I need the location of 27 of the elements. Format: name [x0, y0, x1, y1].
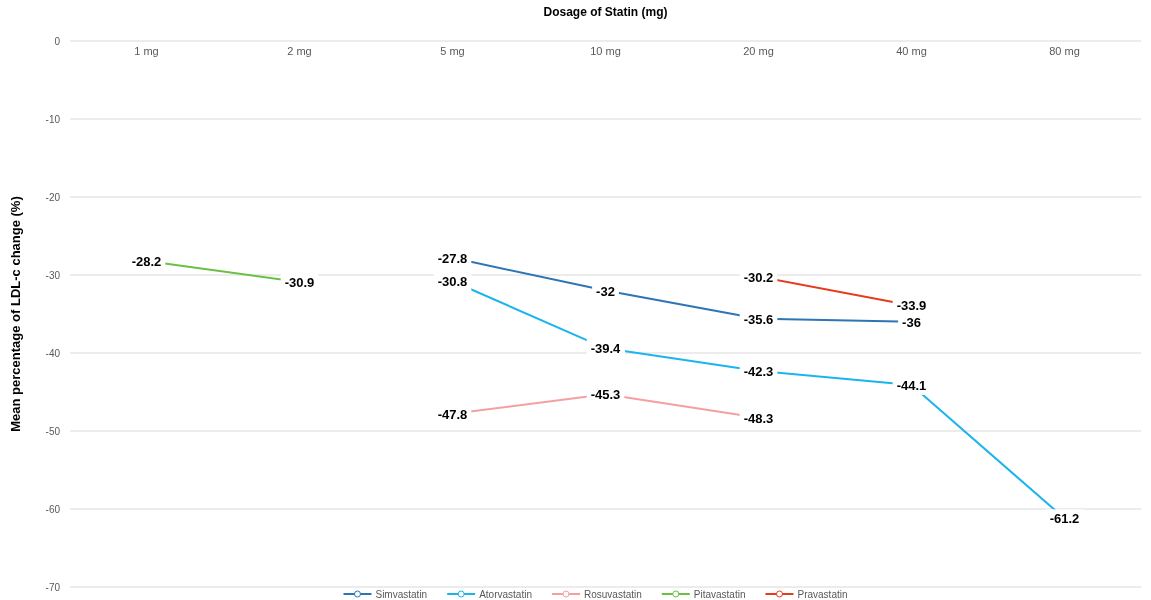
x-tick-label: 20 mg: [743, 45, 774, 57]
x-tick-label: 80 mg: [1049, 45, 1080, 57]
x-axis-title: Dosage of Statin (mg): [543, 5, 668, 19]
legend-label: Simvastatin: [375, 588, 428, 600]
legend-label: Rosuvastatin: [583, 588, 642, 600]
data-label: -36: [902, 314, 921, 330]
y-tick-label: 0: [54, 35, 61, 47]
y-tick-label: -30: [45, 269, 61, 281]
x-tick-label: 10 mg: [590, 45, 621, 57]
data-label: -32: [596, 283, 615, 299]
y-tick-label: -40: [45, 347, 61, 359]
x-tick-label: 1 mg: [134, 45, 159, 57]
x-tick-label: 40 mg: [896, 45, 927, 57]
y-axis-title: Mean percentage of LDL-c change (%): [8, 196, 23, 432]
x-tick-label: 2 mg: [287, 45, 312, 57]
y-tick-label: -10: [45, 113, 61, 125]
y-tick-label: -20: [45, 191, 61, 203]
data-label: -28.2: [131, 253, 162, 269]
legend-label: Atorvastatin: [479, 588, 532, 600]
x-tick-label: 5 mg: [440, 45, 465, 57]
data-label: -47.8: [437, 406, 468, 422]
legend-label: Pravastatin: [797, 588, 848, 600]
legend-label: Pitavastatin: [693, 588, 746, 600]
y-tick-label: -60: [45, 503, 61, 515]
data-label: -48.3: [743, 410, 774, 426]
y-tick-label: -50: [45, 425, 61, 437]
y-tick-label: -70: [45, 581, 61, 593]
